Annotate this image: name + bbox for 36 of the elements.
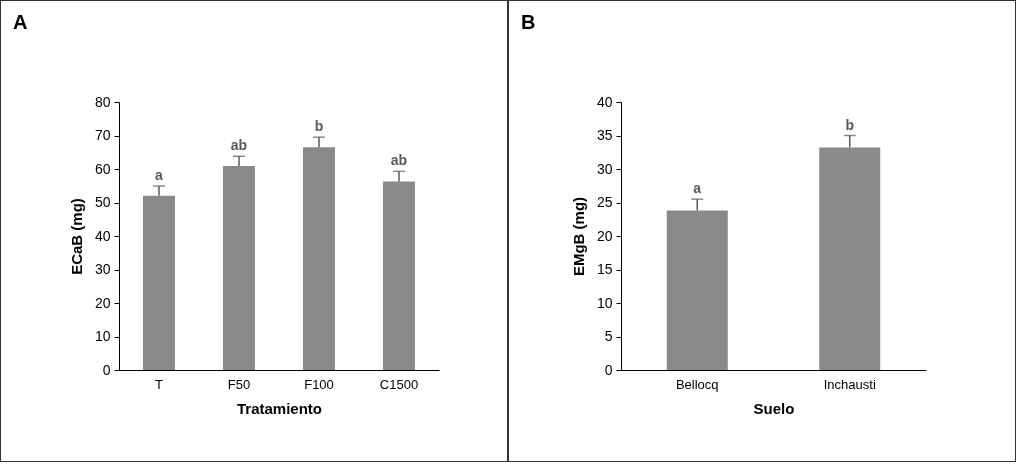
annotation: a [155,167,164,184]
annotation: ab [230,137,248,154]
annotation: a [693,180,702,197]
y-tick-label: 10 [596,294,613,311]
x-tick-label: F50 [227,376,251,392]
y-tick-label: 35 [596,127,613,143]
y-tick-label: 25 [596,194,613,210]
y-tick-label: 70 [94,127,111,143]
x-tick-label: Bellocq [675,376,719,392]
y-tick-label: 60 [94,160,111,177]
x-tick-label: Inchausti [823,376,876,392]
x-tick-label: C1500 [379,376,419,392]
x-axis-title: Tratamiento [236,399,323,417]
x-axis-title: Suelo [753,399,795,417]
y-tick-label: 0 [102,361,111,378]
y-axis-title: EMgB (mg) [569,196,587,277]
y-tick-label: 20 [94,294,111,311]
annotation: b [314,118,324,135]
y-tick-label: 0 [604,361,613,378]
chart-title: B [521,11,536,34]
y-axis-title: ECaB (mg) [67,198,85,275]
y-tick-label: 80 [94,93,111,110]
annotation: ab [390,152,408,169]
annotation: b [845,116,855,133]
x-tick-label: F100 [304,376,334,392]
y-tick-label: 40 [596,93,613,110]
chart-title: A [13,11,28,34]
y-tick-label: 20 [596,227,613,244]
y-tick-label: 15 [596,261,613,277]
x-tick-label: T [155,376,164,392]
y-tick-label: 5 [604,328,613,344]
y-tick-label: 10 [94,328,111,344]
y-tick-label: 30 [94,261,111,277]
y-tick-label: 30 [596,160,613,177]
y-tick-label: 50 [94,194,111,210]
y-tick-label: 40 [94,227,111,244]
